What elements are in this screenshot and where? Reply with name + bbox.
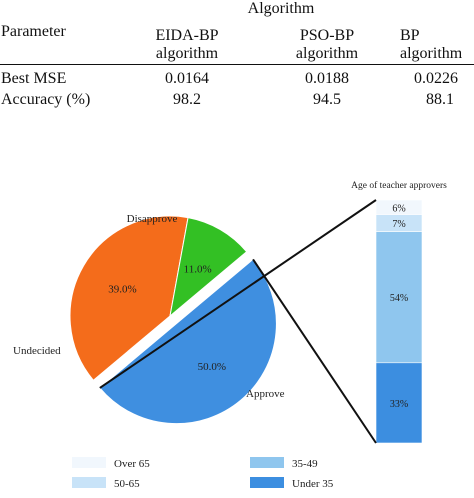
connector-line-bottom	[252, 258, 377, 444]
bar-segment-under-35	[375, 362, 423, 444]
column-header-eida-bp-line2: algorithm	[155, 45, 219, 62]
results-table: Algorithm Parameter EIDA-BP algorithm PS…	[0, 0, 474, 125]
bar-title: Age of teacher approvers	[351, 180, 447, 191]
pie-slice-undecided	[169, 217, 248, 318]
column-header-bp-line2: algorithm	[400, 45, 463, 62]
bar-segment-value-under-35: 33%	[390, 399, 408, 410]
pie-slice-disapprove	[69, 215, 189, 381]
cell-accuracy-bp: 88.1	[426, 91, 454, 108]
bar-segment-value-35-49: 54%	[390, 293, 408, 304]
pie-label-disapprove: Disapprove	[127, 213, 178, 225]
column-header-pso-bp: PSO-BP	[299, 27, 355, 44]
legend-swatch-35-49	[250, 457, 284, 468]
pie-label-approve: Approve	[246, 388, 285, 400]
pie-slice-value-undecided: 11.0%	[184, 263, 212, 275]
cell-accuracy-pso-bp: 94.5	[313, 91, 341, 108]
pie-slice-value-disapprove: 39.0%	[108, 283, 136, 295]
legend-swatch-over-65	[72, 457, 106, 468]
bar-segment-value-50-65: 7%	[392, 219, 405, 230]
algorithm-group-header: Algorithm	[247, 0, 315, 17]
connector-line-top	[99, 199, 377, 389]
column-header-eida-bp: EIDA-BP	[155, 27, 219, 44]
cell-best-mse-bp: 0.0226	[414, 70, 458, 87]
legend-label-50-65: 50-65	[114, 478, 140, 490]
row-label-accuracy: Accuracy (%)	[1, 91, 91, 108]
legend-label-35-49: 35-49	[292, 458, 318, 470]
legend-swatch-50-65	[72, 477, 106, 488]
table-header-rule	[0, 64, 474, 65]
legend-label-over-65: Over 65	[114, 458, 150, 470]
cell-best-mse-pso-bp: 0.0188	[305, 70, 349, 87]
cell-accuracy-eida-bp: 98.2	[173, 91, 201, 108]
bar-segment-35-49	[375, 231, 423, 364]
column-header-pso-bp-line2: algorithm	[295, 45, 359, 62]
parameter-header: Parameter	[1, 23, 66, 40]
cell-best-mse-eida-bp: 0.0164	[165, 70, 209, 87]
pie-slice-value-approve: 50.0%	[198, 361, 226, 373]
column-header-bp: BP	[400, 27, 420, 44]
legend-label-under-35: Under 35	[292, 478, 334, 490]
pie-slice-approve	[99, 258, 277, 425]
legend-swatch-under-35	[250, 477, 284, 488]
row-label-best-mse: Best MSE	[1, 70, 67, 87]
pie-label-undecided: Undecided	[13, 345, 61, 357]
bar-segment-value-over-65: 6%	[392, 203, 405, 214]
